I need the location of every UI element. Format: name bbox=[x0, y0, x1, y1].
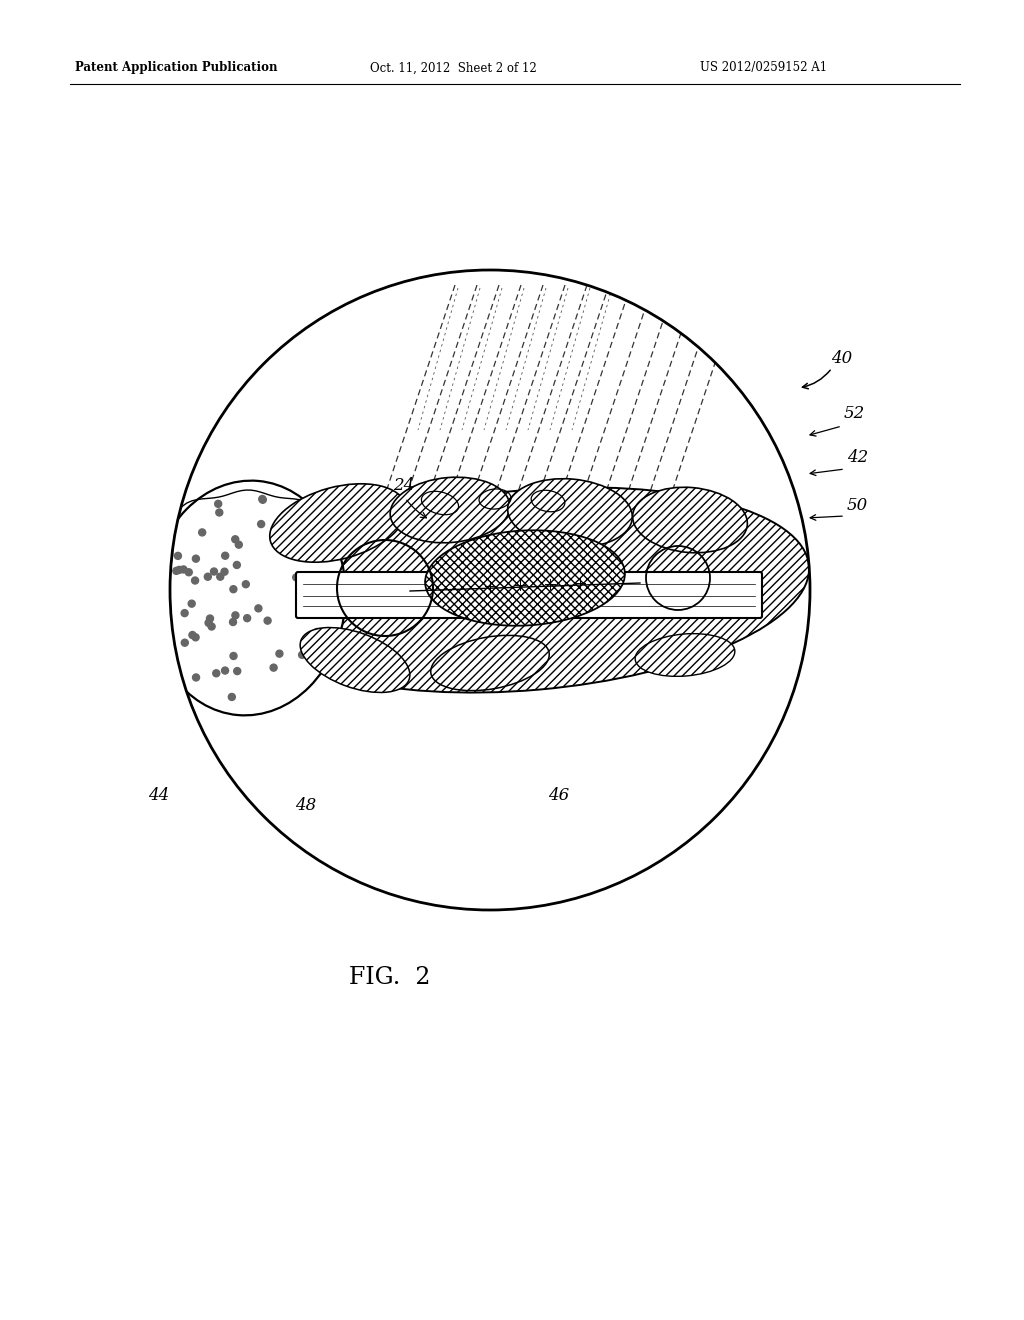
Circle shape bbox=[221, 552, 228, 560]
Circle shape bbox=[164, 616, 171, 623]
Circle shape bbox=[205, 619, 212, 627]
Ellipse shape bbox=[633, 487, 748, 553]
Circle shape bbox=[180, 566, 187, 573]
Text: FIG.  2: FIG. 2 bbox=[349, 966, 431, 990]
Circle shape bbox=[207, 615, 213, 622]
Circle shape bbox=[236, 541, 243, 548]
Circle shape bbox=[230, 652, 237, 660]
Circle shape bbox=[270, 664, 278, 671]
Circle shape bbox=[211, 568, 217, 576]
Circle shape bbox=[243, 581, 249, 587]
Circle shape bbox=[193, 556, 200, 562]
Text: 44: 44 bbox=[148, 787, 169, 804]
Text: Oct. 11, 2012  Sheet 2 of 12: Oct. 11, 2012 Sheet 2 of 12 bbox=[370, 62, 537, 74]
Circle shape bbox=[217, 573, 224, 581]
Ellipse shape bbox=[425, 531, 625, 626]
Circle shape bbox=[193, 675, 200, 681]
Circle shape bbox=[173, 568, 180, 574]
Circle shape bbox=[174, 552, 181, 560]
Circle shape bbox=[299, 651, 305, 659]
FancyBboxPatch shape bbox=[296, 572, 762, 618]
Circle shape bbox=[231, 536, 239, 543]
Circle shape bbox=[221, 667, 228, 675]
Circle shape bbox=[188, 601, 196, 607]
Text: US 2012/0259152 A1: US 2012/0259152 A1 bbox=[700, 62, 827, 74]
Ellipse shape bbox=[390, 478, 510, 543]
Text: 24: 24 bbox=[393, 477, 415, 494]
Circle shape bbox=[215, 500, 221, 507]
Text: 50: 50 bbox=[847, 498, 868, 513]
Circle shape bbox=[193, 634, 199, 640]
Text: 52: 52 bbox=[844, 405, 865, 422]
Ellipse shape bbox=[431, 635, 549, 690]
Circle shape bbox=[228, 693, 236, 701]
Circle shape bbox=[208, 623, 215, 630]
Ellipse shape bbox=[151, 480, 346, 715]
Circle shape bbox=[189, 631, 196, 639]
Circle shape bbox=[213, 669, 220, 677]
Circle shape bbox=[258, 520, 264, 528]
Circle shape bbox=[199, 529, 206, 536]
Circle shape bbox=[293, 550, 300, 558]
Circle shape bbox=[255, 605, 262, 612]
Circle shape bbox=[293, 574, 300, 581]
Ellipse shape bbox=[251, 487, 809, 693]
Circle shape bbox=[229, 619, 237, 626]
Circle shape bbox=[205, 573, 211, 581]
Circle shape bbox=[233, 561, 241, 569]
Circle shape bbox=[230, 586, 237, 593]
Circle shape bbox=[275, 651, 283, 657]
Circle shape bbox=[231, 612, 239, 619]
Ellipse shape bbox=[635, 634, 735, 676]
Circle shape bbox=[181, 639, 188, 647]
Circle shape bbox=[244, 615, 251, 622]
Circle shape bbox=[313, 628, 321, 635]
Circle shape bbox=[259, 495, 266, 503]
Text: 40: 40 bbox=[831, 350, 852, 367]
Ellipse shape bbox=[508, 479, 633, 548]
Text: 46: 46 bbox=[548, 787, 569, 804]
Ellipse shape bbox=[269, 484, 407, 562]
Circle shape bbox=[233, 668, 241, 675]
Circle shape bbox=[221, 568, 228, 576]
Circle shape bbox=[259, 496, 266, 503]
Text: Patent Application Publication: Patent Application Publication bbox=[75, 62, 278, 74]
Text: 48: 48 bbox=[295, 797, 316, 814]
Ellipse shape bbox=[300, 627, 410, 693]
Circle shape bbox=[314, 605, 322, 612]
Circle shape bbox=[181, 610, 188, 616]
Circle shape bbox=[176, 566, 182, 573]
Text: 42: 42 bbox=[847, 449, 868, 466]
Circle shape bbox=[185, 569, 193, 576]
Circle shape bbox=[216, 510, 223, 516]
Circle shape bbox=[264, 618, 271, 624]
Circle shape bbox=[191, 577, 199, 583]
